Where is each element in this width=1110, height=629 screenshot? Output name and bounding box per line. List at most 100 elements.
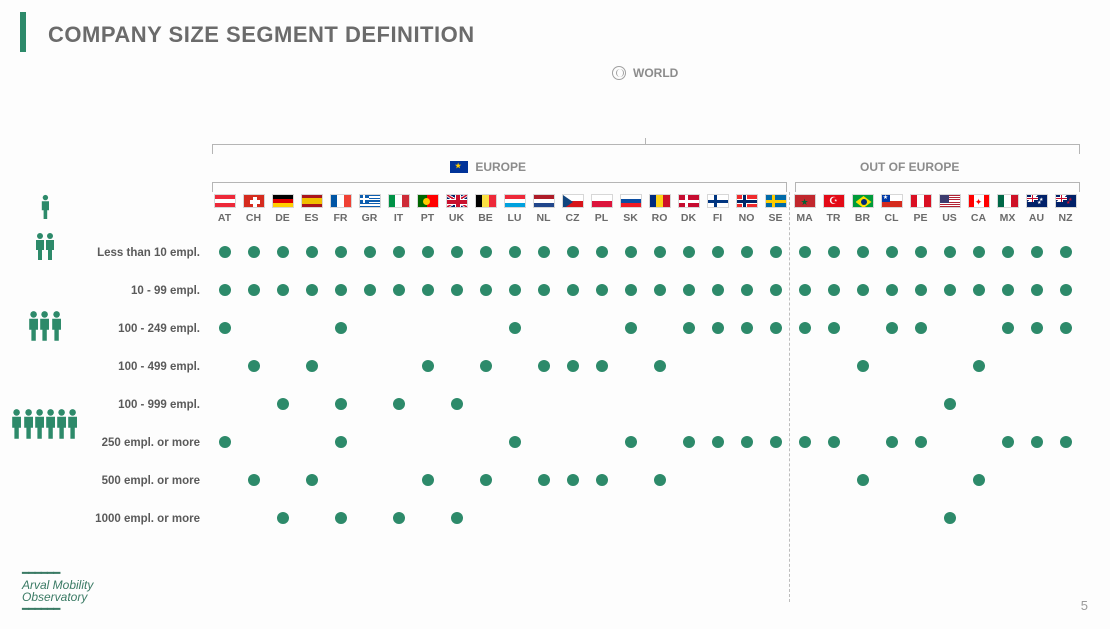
country-code: ES bbox=[297, 212, 326, 224]
dot-marker bbox=[509, 322, 521, 334]
flag-icon-lu bbox=[504, 194, 526, 208]
dot-marker bbox=[712, 284, 724, 296]
flag-icon-pt bbox=[417, 194, 439, 208]
dot-marker bbox=[944, 398, 956, 410]
flag-icon-uk bbox=[446, 194, 468, 208]
country-code: CZ bbox=[558, 212, 587, 224]
out-of-europe-label: OUT OF EUROPE bbox=[860, 160, 959, 174]
world-label-row: WORLD bbox=[210, 66, 1080, 80]
dot-marker bbox=[1060, 436, 1072, 448]
dot-marker bbox=[248, 246, 260, 258]
flag-icon-se bbox=[765, 194, 787, 208]
dot-marker bbox=[741, 246, 753, 258]
country-code: UK bbox=[442, 212, 471, 224]
dot-marker bbox=[741, 284, 753, 296]
country-col-cz: CZ bbox=[558, 194, 587, 224]
page-title: COMPANY SIZE SEGMENT DEFINITION bbox=[48, 22, 475, 48]
dot-marker bbox=[538, 360, 550, 372]
country-col-it: IT bbox=[384, 194, 413, 224]
dot-marker bbox=[712, 436, 724, 448]
europe-bracket bbox=[212, 182, 787, 192]
segment-row: 10 - 99 empl. bbox=[0, 282, 1110, 320]
title-accent bbox=[20, 12, 26, 52]
segment-row: 100 - 499 empl. bbox=[0, 358, 1110, 396]
dot-marker bbox=[828, 246, 840, 258]
dot-marker bbox=[625, 436, 637, 448]
segment-label: 10 - 99 empl. bbox=[0, 285, 200, 297]
dot-marker bbox=[1002, 322, 1014, 334]
dot-marker bbox=[799, 284, 811, 296]
flag-icon-br bbox=[852, 194, 874, 208]
people-icon bbox=[10, 194, 80, 224]
country-code: PT bbox=[413, 212, 442, 224]
country-col-pt: PT bbox=[413, 194, 442, 224]
people-icon bbox=[10, 232, 80, 265]
dot-marker bbox=[828, 322, 840, 334]
segment-label: 500 empl. or more bbox=[0, 475, 200, 487]
country-code: MX bbox=[993, 212, 1022, 224]
segment-label: 1000 empl. or more bbox=[0, 513, 200, 525]
flag-icon-us bbox=[939, 194, 961, 208]
country-code: IT bbox=[384, 212, 413, 224]
dot-marker bbox=[712, 322, 724, 334]
people-icon bbox=[10, 310, 80, 346]
dot-marker bbox=[944, 246, 956, 258]
country-col-at: AT bbox=[210, 194, 239, 224]
country-col-fi: FI bbox=[703, 194, 732, 224]
dot-marker bbox=[335, 436, 347, 448]
segment-row: 1000 empl. or more bbox=[0, 510, 1110, 548]
logo: ━━━━━━ Arval Mobility Observatory ━━━━━━ bbox=[22, 567, 93, 615]
dot-marker bbox=[1031, 246, 1043, 258]
dot-marker bbox=[770, 436, 782, 448]
country-code: NO bbox=[732, 212, 761, 224]
flag-icon-cz bbox=[562, 194, 584, 208]
dot-marker bbox=[683, 284, 695, 296]
dot-marker bbox=[567, 474, 579, 486]
dot-marker bbox=[915, 322, 927, 334]
dot-marker bbox=[973, 474, 985, 486]
dot-marker bbox=[683, 246, 695, 258]
flag-icon-cl: ★ bbox=[881, 194, 903, 208]
flag-icon-sk bbox=[620, 194, 642, 208]
europe-label: EUROPE bbox=[450, 160, 526, 174]
segment-label: 100 - 499 empl. bbox=[0, 361, 200, 373]
out-bracket bbox=[795, 182, 1080, 192]
dot-marker bbox=[248, 284, 260, 296]
dot-marker bbox=[1060, 322, 1072, 334]
flag-icon-es bbox=[301, 194, 323, 208]
chart-stage: WORLD EUROPE OUT OF EUROPE AT CH DE ES bbox=[0, 60, 1110, 80]
dot-marker bbox=[567, 284, 579, 296]
country-code: TR bbox=[819, 212, 848, 224]
dot-marker bbox=[451, 512, 463, 524]
country-code: MA bbox=[790, 212, 819, 224]
dot-marker bbox=[828, 436, 840, 448]
country-code: PE bbox=[906, 212, 935, 224]
dot-marker bbox=[393, 398, 405, 410]
dot-marker bbox=[654, 474, 666, 486]
dot-marker bbox=[625, 284, 637, 296]
country-code: FI bbox=[703, 212, 732, 224]
flag-icon-fi bbox=[707, 194, 729, 208]
dot-marker bbox=[944, 512, 956, 524]
dot-marker bbox=[1031, 284, 1043, 296]
country-code: SE bbox=[761, 212, 790, 224]
dot-marker bbox=[741, 436, 753, 448]
country-code: BE bbox=[471, 212, 500, 224]
country-col-pl: PL bbox=[587, 194, 616, 224]
dot-marker bbox=[886, 436, 898, 448]
country-col-ro: RO bbox=[645, 194, 674, 224]
country-col-be: BE bbox=[471, 194, 500, 224]
dot-marker bbox=[219, 284, 231, 296]
dot-marker bbox=[886, 246, 898, 258]
dot-marker bbox=[973, 284, 985, 296]
dot-marker bbox=[886, 284, 898, 296]
dot-marker bbox=[915, 246, 927, 258]
country-code: AT bbox=[210, 212, 239, 224]
dot-marker bbox=[683, 436, 695, 448]
dot-marker bbox=[596, 474, 608, 486]
dot-marker bbox=[335, 246, 347, 258]
flag-icon-tr: ☪ bbox=[823, 194, 845, 208]
dot-marker bbox=[480, 246, 492, 258]
segment-row: 100 - 249 empl. bbox=[0, 320, 1110, 358]
dot-marker bbox=[509, 436, 521, 448]
